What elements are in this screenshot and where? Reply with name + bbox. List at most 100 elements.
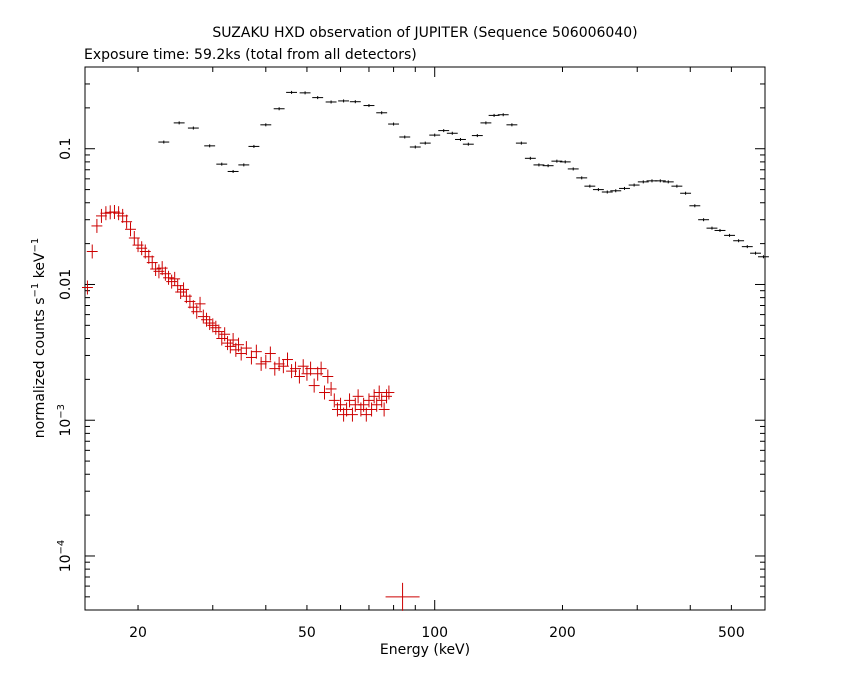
data-point xyxy=(204,144,216,148)
data-point xyxy=(109,204,120,219)
data-point xyxy=(273,107,285,111)
data-point xyxy=(163,270,174,285)
data-point xyxy=(619,186,630,190)
data-point xyxy=(125,222,136,237)
data-point xyxy=(305,361,317,376)
data-point xyxy=(542,164,554,168)
data-point xyxy=(346,407,358,422)
y-tick-label-exp: −3 xyxy=(56,404,67,419)
data-point xyxy=(610,189,622,193)
data-point xyxy=(290,361,301,376)
data-point xyxy=(175,285,187,300)
data-point xyxy=(338,99,350,103)
data-point xyxy=(497,113,509,117)
y-axis-label: normalized counts s−1 keV−1 xyxy=(30,238,48,439)
data-point xyxy=(335,397,346,412)
data-point xyxy=(315,361,327,376)
data-point xyxy=(187,126,199,130)
data-point xyxy=(363,104,375,108)
data-point xyxy=(286,90,298,94)
x-tick-label: 100 xyxy=(421,625,448,641)
data-point xyxy=(601,190,613,194)
data-point xyxy=(277,359,289,374)
data-point xyxy=(671,184,683,188)
x-tick-label: 20 xyxy=(129,625,147,641)
data-point xyxy=(260,354,272,369)
data-point xyxy=(235,346,247,361)
data-point xyxy=(524,156,536,160)
data-point xyxy=(191,304,203,319)
data-point xyxy=(680,191,692,195)
data-point xyxy=(584,184,596,188)
data-point xyxy=(352,389,364,404)
data-point xyxy=(724,233,735,237)
data-point xyxy=(341,402,353,417)
data-point xyxy=(480,121,492,125)
data-point xyxy=(429,133,441,137)
data-point xyxy=(592,188,604,192)
x-axis-label: Energy (keV) xyxy=(380,642,470,658)
data-point xyxy=(216,162,228,166)
data-point xyxy=(213,324,225,339)
data-point xyxy=(462,142,474,146)
data-point xyxy=(222,336,233,351)
data-point xyxy=(204,316,216,331)
data-point xyxy=(551,159,563,163)
data-point xyxy=(378,402,390,417)
data-point xyxy=(373,385,385,400)
data-point xyxy=(419,141,431,145)
y-tick-label: 10−3 xyxy=(56,404,74,437)
y-tick-label: 0.1 xyxy=(58,138,74,160)
data-point xyxy=(368,389,380,404)
plot-frame xyxy=(84,66,766,611)
data-point xyxy=(233,337,244,352)
data-point xyxy=(169,271,181,286)
data-point xyxy=(297,359,309,374)
data-point xyxy=(282,352,293,367)
data-point xyxy=(227,169,239,173)
data-point xyxy=(388,122,400,126)
data-point xyxy=(308,378,320,393)
y-tick-label: 10−4 xyxy=(56,540,74,573)
data-point xyxy=(159,266,171,281)
data-point xyxy=(409,145,421,149)
data-point xyxy=(319,385,330,400)
data-point xyxy=(733,239,745,243)
x-tick-labels: 20 50 100 200 500 xyxy=(129,625,745,641)
x-tick-label: 50 xyxy=(298,625,316,641)
data-point xyxy=(381,389,392,404)
data-point xyxy=(399,135,411,139)
data-point xyxy=(654,179,666,183)
data-point xyxy=(383,385,395,400)
data-point xyxy=(91,218,103,233)
data-point xyxy=(714,228,726,232)
series-1 xyxy=(81,204,420,611)
data-point xyxy=(201,312,212,327)
x-tick-label: 200 xyxy=(549,625,576,641)
data-point xyxy=(706,226,718,230)
data-point xyxy=(158,140,170,144)
data-point xyxy=(173,121,185,125)
data-point xyxy=(255,356,267,371)
data-point xyxy=(178,282,189,297)
axis-ticks xyxy=(85,66,766,611)
data-point xyxy=(219,327,231,342)
data-point xyxy=(349,100,361,104)
data-point xyxy=(224,339,236,354)
data-point xyxy=(248,144,260,148)
data-point xyxy=(662,180,674,184)
data-point xyxy=(689,204,701,208)
data-point xyxy=(207,318,219,333)
y-tick-label-base: 10 xyxy=(58,419,74,437)
y-axis-label-main: normalized counts s xyxy=(32,297,48,438)
data-point xyxy=(438,129,450,133)
data-point xyxy=(273,356,285,371)
data-point xyxy=(628,183,640,187)
y-tick-label: 0.01 xyxy=(58,269,74,300)
data-point xyxy=(299,91,311,95)
y-tick-label-base: 10 xyxy=(58,554,74,572)
data-point xyxy=(325,100,337,104)
data-point xyxy=(325,381,337,396)
data-point xyxy=(312,96,324,100)
